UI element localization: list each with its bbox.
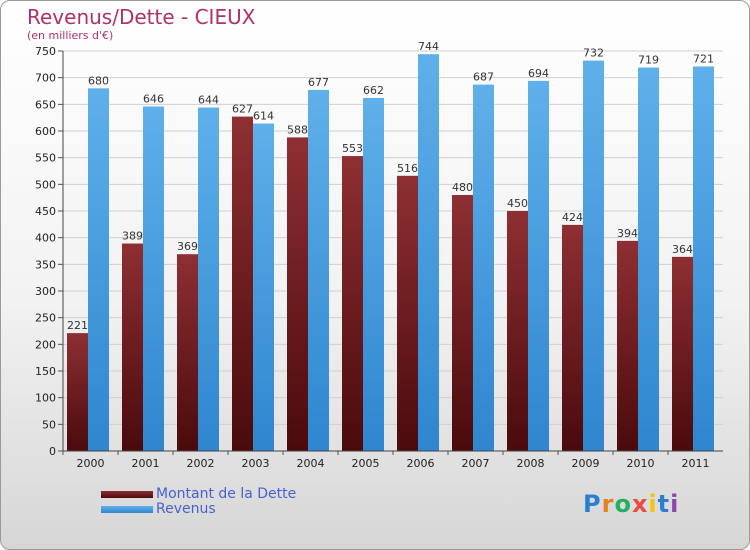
- data-label-debt: 424: [562, 211, 583, 224]
- data-label-revenue: 744: [418, 40, 439, 53]
- data-label-revenue: 721: [693, 52, 714, 65]
- legend-label-revenue: Revenus: [156, 501, 216, 517]
- legend-label-debt: Montant de la Dette: [156, 486, 297, 502]
- data-label-revenue: 662: [363, 84, 384, 97]
- bar-revenue: [143, 106, 164, 451]
- y-tick-label: 50: [42, 418, 56, 431]
- x-tick-label: 2002: [187, 457, 215, 470]
- logo-letter: P: [583, 490, 602, 518]
- y-tick-label: 100: [35, 392, 56, 405]
- data-label-revenue: 694: [528, 67, 549, 80]
- data-label-debt: 627: [232, 103, 253, 116]
- legend-swatch-revenue: [101, 506, 153, 513]
- chart-title: Revenus/Dette - CIEUX: [27, 5, 256, 29]
- data-label-debt: 389: [122, 230, 143, 243]
- x-tick-label: 2009: [572, 457, 600, 470]
- x-tick-label: 2007: [462, 457, 490, 470]
- bar-revenue: [308, 89, 329, 451]
- bar-revenue: [198, 107, 219, 452]
- data-label-debt: 516: [397, 162, 418, 175]
- x-tick-label: 2004: [297, 457, 325, 470]
- data-label-revenue: 687: [473, 71, 494, 84]
- data-label-debt: 450: [507, 197, 528, 210]
- data-label-revenue: 644: [198, 94, 219, 107]
- y-tick-label: 750: [35, 45, 56, 58]
- data-label-revenue: 680: [88, 74, 109, 87]
- bar-revenue: [583, 60, 604, 451]
- bar-debt: [67, 333, 88, 451]
- logo-letter: r: [601, 490, 615, 518]
- y-tick-label: 200: [35, 338, 56, 351]
- logo-letter: x: [631, 490, 649, 518]
- x-tick-label: 2005: [352, 457, 380, 470]
- logo-letter: t: [657, 490, 671, 518]
- logo-letter: i: [648, 490, 658, 518]
- bar-revenue: [638, 67, 659, 452]
- x-tick-label: 2003: [242, 457, 270, 470]
- data-label-debt: 588: [287, 123, 308, 136]
- y-tick-label: 150: [35, 365, 56, 378]
- y-tick-label: 450: [35, 205, 56, 218]
- proxiti-logo: Proxiti: [583, 490, 679, 518]
- data-label-debt: 221: [67, 319, 88, 332]
- bar-debt: [287, 137, 308, 451]
- bar-debt: [617, 240, 638, 451]
- y-tick-label: 0: [49, 445, 56, 458]
- data-label-revenue: 614: [253, 110, 274, 123]
- data-label-debt: 369: [177, 240, 198, 253]
- bar-debt: [177, 254, 198, 451]
- y-tick-label: 300: [35, 285, 56, 298]
- x-tick-label: 2006: [407, 457, 435, 470]
- bar-debt: [562, 224, 583, 451]
- bar-revenue: [253, 123, 274, 452]
- bar-revenue: [418, 54, 439, 451]
- logo-letter: o: [614, 490, 632, 518]
- x-tick-label: 2008: [517, 457, 545, 470]
- y-tick-label: 550: [35, 152, 56, 165]
- y-tick-label: 350: [35, 258, 56, 271]
- data-label-debt: 394: [617, 227, 638, 240]
- bar-revenue: [88, 88, 109, 451]
- y-tick-label: 500: [35, 178, 56, 191]
- data-label-revenue: 719: [638, 54, 659, 67]
- data-label-revenue: 646: [143, 92, 164, 105]
- x-tick-label: 2000: [77, 457, 105, 470]
- bar-debt: [507, 211, 528, 451]
- bar-debt: [342, 156, 363, 452]
- chart-subtitle: (en milliers d'€): [27, 29, 114, 42]
- data-label-debt: 364: [672, 243, 693, 256]
- legend-swatch-debt: [101, 491, 153, 498]
- y-tick-label: 400: [35, 232, 56, 245]
- bar-debt: [232, 116, 253, 451]
- y-tick-label: 650: [35, 98, 56, 111]
- bar-debt: [672, 256, 693, 451]
- x-tick-label: 2001: [132, 457, 160, 470]
- bar-revenue: [473, 84, 494, 451]
- data-label-revenue: 677: [308, 76, 329, 89]
- logo-letter: i: [670, 490, 680, 518]
- bar-revenue: [363, 97, 384, 451]
- data-label-revenue: 732: [583, 47, 604, 60]
- axes: 0 50 100 150 200 250 300 350 400 450 500 550 600 650 7…: [35, 45, 723, 470]
- bar-debt: [122, 243, 143, 451]
- y-tick-label: 700: [35, 72, 56, 85]
- bar-revenue: [528, 80, 549, 451]
- y-tick-label: 250: [35, 312, 56, 325]
- bar-debt: [452, 195, 473, 451]
- data-label-debt: 480: [452, 181, 473, 194]
- bar-revenue: [693, 66, 714, 451]
- bar-debt: [397, 175, 418, 452]
- x-tick-label: 2010: [627, 457, 655, 470]
- y-tick-label: 600: [35, 125, 56, 138]
- x-tick-label: 2011: [682, 457, 710, 470]
- data-label-debt: 553: [342, 142, 363, 155]
